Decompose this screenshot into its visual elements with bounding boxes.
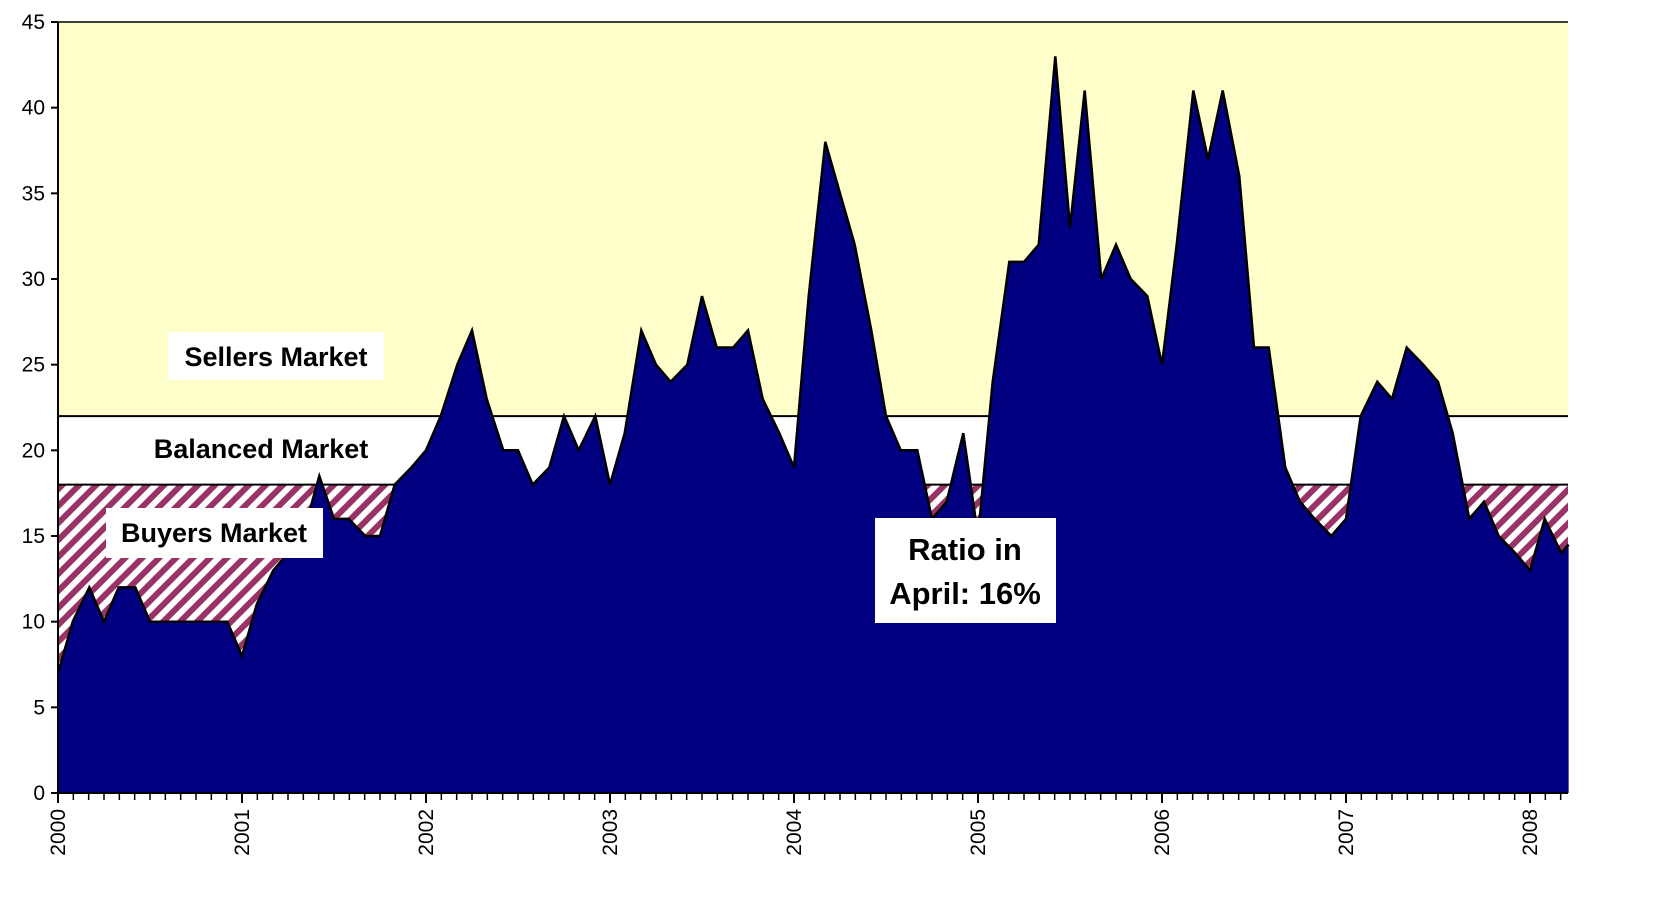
series-line-0 (56, 56, 1570, 674)
ratio-annotation: Ratio in April: 16% (875, 518, 1056, 623)
x-tick-label-2003: 2003 (599, 809, 622, 856)
x-tick-label-2004: 2004 (783, 809, 806, 856)
buyers-market-text: Buyers Market (121, 518, 307, 548)
series-area-layer (56, 56, 1570, 794)
series-area-0 (58, 56, 1569, 794)
x-tick-label-2007: 2007 (1335, 809, 1358, 856)
balanced-market-text: Balanced Market (154, 434, 369, 464)
axes: 0 5 10 15 20 25 30 35 40 45 2000 2001 2002 2003 2004 20… (22, 11, 1568, 856)
annotation-line-2: April: 16% (889, 576, 1041, 611)
annotation-line-1: Ratio in (908, 532, 1022, 567)
x-tick-label-2006: 2006 (1151, 809, 1174, 856)
y-tick-label-0: 0 (33, 782, 45, 805)
y-tick-label-5: 5 (33, 696, 45, 719)
buyers-market-label: Buyers Market (106, 508, 323, 558)
sellers-market-text: Sellers Market (184, 342, 367, 372)
balanced-market-label: Balanced Market (154, 434, 369, 464)
y-tick-label-40: 40 (22, 97, 45, 120)
y-tick-label-10: 10 (22, 611, 45, 634)
x-tick-label-2002: 2002 (415, 809, 438, 856)
x-tick-label-2008: 2008 (1519, 809, 1542, 856)
x-tick-label-2001: 2001 (231, 809, 254, 856)
y-tick-label-35: 35 (22, 182, 45, 205)
y-tick-label-30: 30 (22, 268, 45, 291)
x-tick-label-2005: 2005 (967, 809, 990, 856)
y-tick-label-45: 45 (22, 11, 45, 34)
x-tick-label-2000: 2000 (47, 809, 70, 856)
sellers-market-label: Sellers Market (168, 332, 384, 380)
y-tick-label-15: 15 (22, 525, 45, 548)
y-tick-label-25: 25 (22, 354, 45, 377)
y-tick-label-20: 20 (22, 439, 45, 462)
